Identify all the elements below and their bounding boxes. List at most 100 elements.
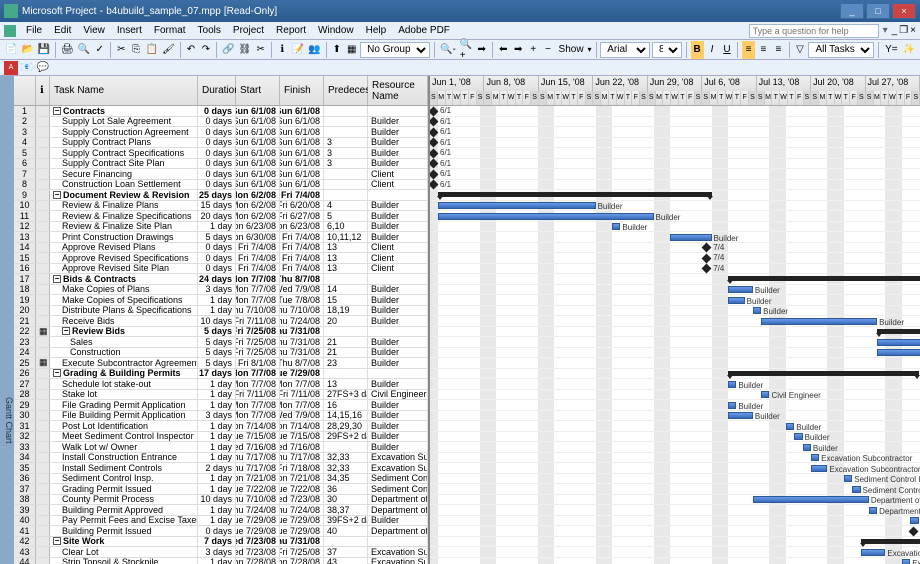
- gantt-row[interactable]: Bu: [430, 348, 920, 359]
- gantt-row[interactable]: 6/1: [430, 106, 920, 117]
- group-select[interactable]: No Group: [360, 42, 430, 58]
- table-row[interactable]: 10Review & Finalize Plans15 daysMon 6/2/…: [14, 201, 428, 212]
- table-row[interactable]: 22▦−Review Bids5 daysFri 7/25/08Thu 7/31…: [14, 327, 428, 338]
- table-row[interactable]: 25▦Execute Subcontractor Agreements5 day…: [14, 358, 428, 369]
- italic-button[interactable]: I: [706, 41, 719, 59]
- underline-button[interactable]: U: [720, 41, 733, 59]
- summary-bar[interactable]: [877, 329, 920, 334]
- table-row[interactable]: 37Grading Permit Issued1 dayTue 7/22/08T…: [14, 484, 428, 495]
- task-bar[interactable]: Builder: [728, 412, 753, 419]
- gantt-row[interactable]: Builder: [430, 400, 920, 411]
- col-header-duration[interactable]: Duration: [198, 76, 236, 105]
- table-row[interactable]: 7Secure Financing0 daysSun 6/1/08Sun 6/1…: [14, 169, 428, 180]
- bold-button[interactable]: B: [691, 41, 704, 59]
- col-header-indicator[interactable]: ℹ: [36, 76, 50, 105]
- help-search-input[interactable]: [749, 24, 879, 38]
- task-bar[interactable]: Builder: [728, 402, 736, 409]
- task-bar[interactable]: Bu: [877, 339, 920, 346]
- preview-button[interactable]: 🔍: [77, 41, 91, 59]
- goto-button[interactable]: ➡: [475, 41, 488, 59]
- pdf-button-3[interactable]: 💬: [36, 61, 50, 75]
- task-bar[interactable]: Builder: [728, 297, 745, 304]
- table-row[interactable]: 29File Grading Permit Application1 dayMo…: [14, 400, 428, 411]
- menu-format[interactable]: Format: [148, 23, 192, 38]
- help-dropdown-icon[interactable]: ▾: [883, 25, 888, 36]
- gantt-row[interactable]: Builder: [430, 421, 920, 432]
- gantt-row[interactable]: Civil Engineer: [430, 390, 920, 401]
- gantt-row[interactable]: [430, 369, 920, 380]
- task-bar[interactable]: Civil Engineer: [761, 391, 769, 398]
- table-row[interactable]: 26−Grading & Building Permits17 daysMon …: [14, 369, 428, 380]
- task-bar[interactable]: Builder: [728, 381, 736, 388]
- assign-button[interactable]: 👥: [307, 41, 321, 59]
- font-select[interactable]: Arial: [600, 42, 650, 58]
- align-center-button[interactable]: ≡: [757, 41, 770, 59]
- split-button[interactable]: ✂: [254, 41, 267, 59]
- task-bar[interactable]: Builder: [612, 223, 620, 230]
- pdf-button-1[interactable]: A: [4, 61, 18, 75]
- gantt-row[interactable]: Builder: [430, 201, 920, 212]
- unlink-button[interactable]: ⛓: [237, 41, 252, 59]
- gantt-row[interactable]: 6/1: [430, 159, 920, 170]
- show-label[interactable]: Show: [557, 44, 586, 55]
- table-row[interactable]: 18Make Copies of Plans3 daysMon 7/7/08We…: [14, 285, 428, 296]
- gantt-row[interactable]: [430, 327, 920, 338]
- gantt-row[interactable]: Department of Permits: [430, 505, 920, 516]
- table-row[interactable]: 20Distribute Plans & Specifications1 day…: [14, 306, 428, 317]
- cut-button[interactable]: ✂: [115, 41, 128, 59]
- table-row[interactable]: 39Building Permit Approved1 dayThu 7/24/…: [14, 505, 428, 516]
- autofilter-label[interactable]: Y=: [883, 44, 900, 55]
- gantt-row[interactable]: 7/4: [430, 264, 920, 275]
- task-bar[interactable]: Builder: [794, 433, 802, 440]
- paste-button[interactable]: 📋: [145, 41, 159, 59]
- table-row[interactable]: 5Supply Contract Specifications0 daysSun…: [14, 148, 428, 159]
- table-row[interactable]: 9−Document Review & Revision25 daysMon 6…: [14, 190, 428, 201]
- gantt-row[interactable]: Builder: [430, 379, 920, 390]
- group-by-button[interactable]: ▦: [345, 41, 358, 59]
- task-bar[interactable]: Builder: [753, 307, 761, 314]
- table-row[interactable]: 31Post Lot Identification1 dayMon 7/14/0…: [14, 421, 428, 432]
- task-bar[interactable]: Bu: [877, 349, 920, 356]
- menu-project[interactable]: Project: [227, 23, 270, 38]
- pdf-button-2[interactable]: 📧: [20, 61, 34, 75]
- align-right-button[interactable]: ≡: [772, 41, 785, 59]
- redo-button[interactable]: ↷: [199, 41, 212, 59]
- table-row[interactable]: 17−Bids & Contracts24 daysMon 7/7/08Thu …: [14, 274, 428, 285]
- task-bar[interactable]: Department of Permits &: [753, 496, 869, 503]
- menu-edit[interactable]: Edit: [48, 23, 77, 38]
- gantt-row[interactable]: [430, 358, 920, 369]
- menu-insert[interactable]: Insert: [111, 23, 148, 38]
- menu-report[interactable]: Report: [270, 23, 312, 38]
- gantt-row[interactable]: Excavation Subcontractor: [430, 453, 920, 464]
- gantt-row[interactable]: 6/1: [430, 148, 920, 159]
- gantt-row[interactable]: 7/4: [430, 253, 920, 264]
- filter-icon[interactable]: ▽: [794, 41, 807, 59]
- publish-button[interactable]: ⬆: [330, 41, 343, 59]
- gantt-row[interactable]: Builder: [430, 411, 920, 422]
- indent-button[interactable]: ➡: [512, 41, 525, 59]
- new-button[interactable]: 📄: [4, 41, 18, 59]
- col-header-pred[interactable]: Predecessors: [324, 76, 368, 105]
- gantt-row[interactable]: [430, 537, 920, 548]
- task-bar[interactable]: Builder: [670, 234, 711, 241]
- table-row[interactable]: 44Strip Topsoil & Stockpile1 dayMon 7/28…: [14, 558, 428, 564]
- table-row[interactable]: 15Approve Revised Specifications0 daysFr…: [14, 253, 428, 264]
- zoom-out-button[interactable]: 🔍-: [439, 41, 457, 59]
- undo-button[interactable]: ↶: [185, 41, 198, 59]
- table-row[interactable]: 35Install Sediment Controls2 daysThu 7/1…: [14, 463, 428, 474]
- table-row[interactable]: 19Make Copies of Specifications1 dayMon …: [14, 295, 428, 306]
- gantt-row[interactable]: 7/4: [430, 243, 920, 254]
- table-row[interactable]: 34Install Construction Entrance1 dayThu …: [14, 453, 428, 464]
- summary-bar[interactable]: [438, 192, 711, 197]
- outdent-button[interactable]: ⬅: [497, 41, 510, 59]
- gantt-row[interactable]: 7/29: [430, 526, 920, 537]
- table-row[interactable]: 6Supply Contract Site Plan0 daysSun 6/1/…: [14, 159, 428, 170]
- task-bar[interactable]: Department of Permits: [869, 507, 877, 514]
- menu-help[interactable]: Help: [360, 23, 393, 38]
- table-row[interactable]: 12Review & Finalize Site Plan1 dayMon 6/…: [14, 222, 428, 233]
- col-header-name[interactable]: Task Name: [50, 76, 198, 105]
- task-bar[interactable]: Builder: [438, 202, 595, 209]
- table-row[interactable]: 43Clear Lot3 daysWed 7/23/08Fri 7/25/083…: [14, 547, 428, 558]
- zoom-in-button[interactable]: 🔍+: [459, 41, 473, 59]
- filter-select[interactable]: All Tasks: [808, 42, 874, 58]
